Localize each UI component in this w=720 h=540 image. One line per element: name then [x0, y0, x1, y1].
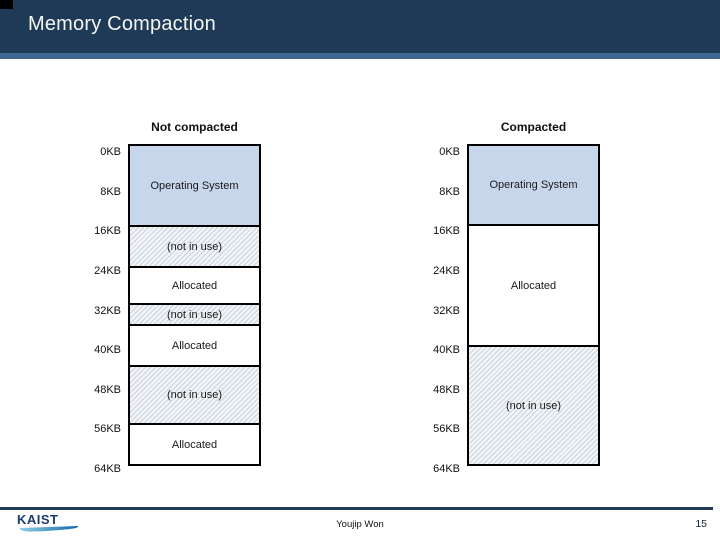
diagram-body: 0KB 8KB 16KB 24KB 32KB 40KB 48KB 56KB 64KB Opera… — [60, 144, 261, 475]
kaist-logo: KAIST — [17, 512, 79, 533]
address-tick-40kb: 40KB — [94, 344, 121, 357]
address-tick-8kb: 8KB — [439, 185, 460, 198]
memory-segment-os-0kb: Operating System — [130, 146, 259, 227]
address-tick-64kb: 64KB — [94, 463, 121, 475]
address-tick-column: 0KB 8KB 16KB 24KB 32KB 40KB 48KB 56KB 64KB — [399, 144, 467, 475]
segment-label: Allocated — [510, 279, 557, 292]
address-tick-8kb: 8KB — [100, 185, 121, 198]
address-tick-40kb: 40KB — [433, 344, 460, 357]
address-tick-16kb: 16KB — [433, 225, 460, 238]
memory-diagram-not-compacted: Not compacted 0KB 8KB 16KB 24KB 32KB 40KB 48KB… — [60, 120, 261, 475]
address-tick-32kb: 32KB — [94, 304, 121, 317]
footer-divider-line — [0, 507, 713, 510]
address-tick-0kb: 0KB — [100, 146, 121, 158]
segment-label: Operating System — [150, 179, 239, 192]
kaist-logo-text: KAIST — [17, 512, 59, 527]
segment-label: Allocated — [171, 279, 218, 292]
memory-segment-free-48kb: (not in use) — [130, 367, 259, 425]
address-tick-24kb: 24KB — [94, 264, 121, 277]
segment-label: (not in use) — [505, 399, 562, 412]
address-tick-56kb: 56KB — [94, 423, 121, 436]
memory-segment-free-40kb: (not in use) — [469, 347, 598, 464]
memory-segment-os-0kb: Operating System — [469, 146, 598, 226]
segment-label: (not in use) — [166, 389, 223, 401]
address-tick-48kb: 48KB — [433, 383, 460, 396]
corner-decoration — [0, 0, 13, 9]
diagram-body: 0KB 8KB 16KB 24KB 32KB 40KB 48KB 56KB 64KB Opera… — [399, 144, 600, 475]
memory-segment-alloc-56kb: Allocated — [130, 425, 259, 464]
diagram-title: Compacted — [500, 120, 567, 134]
address-tick-56kb: 56KB — [433, 423, 460, 436]
memory-segment-alloc-16kb: Allocated — [469, 226, 598, 347]
segment-label: (not in use) — [166, 240, 223, 253]
address-tick-16kb: 16KB — [94, 225, 121, 238]
segment-label: (not in use) — [166, 308, 223, 321]
page-title: Memory Compaction — [28, 13, 216, 35]
memory-segment-free-32kb: (not in use) — [130, 305, 259, 326]
header-accent-strip — [0, 53, 720, 59]
memory-segment-alloc-24kb: Allocated — [130, 268, 259, 305]
address-tick-64kb: 64KB — [433, 463, 460, 475]
header-bar: Memory Compaction — [0, 0, 720, 53]
memory-box: Operating System Allocated (not in use) — [467, 144, 600, 466]
segment-label: Operating System — [489, 179, 578, 191]
address-tick-column: 0KB 8KB 16KB 24KB 32KB 40KB 48KB 56KB 64KB — [60, 144, 128, 475]
memory-diagram-compacted: Compacted 0KB 8KB 16KB 24KB 32KB 40KB 48KB 56KB… — [399, 120, 600, 475]
address-tick-32kb: 32KB — [433, 304, 460, 317]
memory-segment-alloc-40kb: Allocated — [130, 326, 259, 367]
footer-author: Youjip Won — [336, 519, 384, 530]
memory-box: Operating System (not in use) Allocated (no… — [128, 144, 261, 466]
address-tick-24kb: 24KB — [433, 264, 460, 277]
address-tick-48kb: 48KB — [94, 383, 121, 396]
page-number: 15 — [695, 518, 707, 530]
segment-label: Allocated — [171, 438, 218, 451]
address-tick-0kb: 0KB — [439, 146, 460, 158]
segment-label: Allocated — [171, 339, 218, 352]
memory-segment-free-16kb: (not in use) — [130, 227, 259, 268]
diagram-title: Not compacted — [151, 120, 238, 134]
